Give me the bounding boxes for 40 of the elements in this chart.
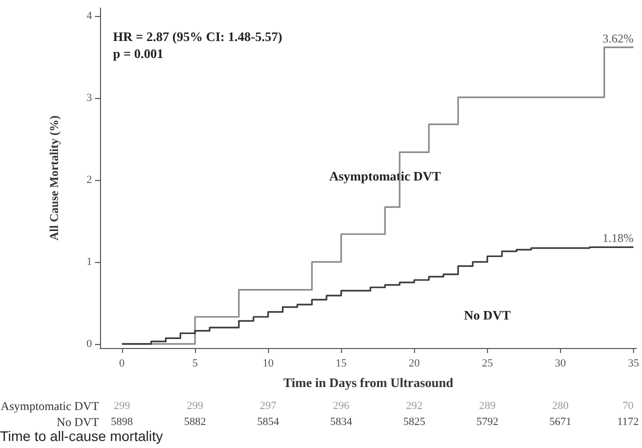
text: 5834 bbox=[330, 416, 353, 428]
text: 5854 bbox=[257, 416, 280, 428]
text: 5792 bbox=[476, 416, 498, 428]
x-axis-title: Time in Days from Ultrasound bbox=[283, 375, 454, 390]
text: 5825 bbox=[403, 416, 426, 428]
text: 70 bbox=[622, 400, 634, 412]
y-tick-label: 4 bbox=[86, 10, 92, 22]
y-axis-title: All Cause Mortality (%) bbox=[47, 116, 61, 240]
text: 296 bbox=[332, 400, 350, 412]
x-tick-label: 15 bbox=[336, 358, 348, 370]
text: 289 bbox=[479, 400, 496, 412]
text: 297 bbox=[260, 400, 277, 412]
annotation: 3.62% bbox=[602, 31, 634, 46]
x-tick-label: 5 bbox=[192, 358, 198, 370]
text: No DVT bbox=[464, 308, 511, 323]
y-tick-label: 0 bbox=[86, 338, 92, 350]
text: 280 bbox=[552, 400, 570, 412]
text: 1172 bbox=[617, 416, 639, 428]
y-tick-label: 1 bbox=[86, 256, 92, 268]
text: Asymptomatic DVT bbox=[0, 399, 99, 413]
text: 5671 bbox=[549, 416, 572, 428]
text: No DVT bbox=[56, 415, 99, 429]
x-tick-label: 30 bbox=[554, 358, 566, 370]
text: 5882 bbox=[184, 416, 206, 428]
x-tick-label: 25 bbox=[482, 358, 494, 370]
text: 5898 bbox=[110, 416, 134, 428]
x-tick-label: 35 bbox=[628, 358, 640, 370]
x-tick-label: 0 bbox=[119, 358, 126, 370]
text: 299 bbox=[114, 400, 131, 412]
annotation: HR = 2.87 (95% CI: 1.48-5.57) bbox=[113, 29, 282, 44]
annotation: 1.18% bbox=[602, 231, 634, 246]
series-label: Asymptomatic DVT bbox=[329, 168, 442, 184]
x-tick-label: 20 bbox=[408, 358, 420, 370]
y-tick-label: 3 bbox=[86, 92, 92, 104]
x-tick-label: 10 bbox=[262, 358, 274, 370]
text: Time to all-cause mortality bbox=[0, 428, 163, 444]
annotation: p = 0.001 bbox=[113, 46, 164, 61]
text: 299 bbox=[186, 400, 204, 412]
y-tick-label: 2 bbox=[86, 174, 92, 186]
text: 292 bbox=[406, 400, 423, 412]
